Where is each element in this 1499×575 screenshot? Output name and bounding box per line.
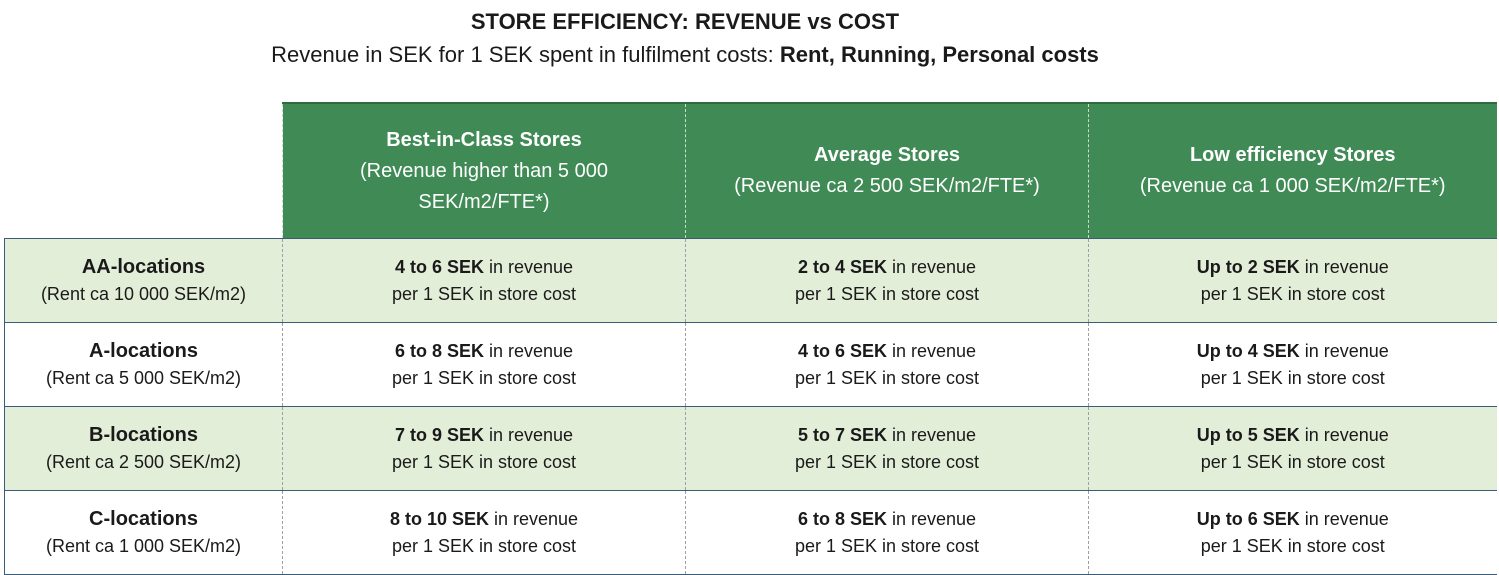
table-cell: 8 to 10 SEK in revenue per 1 SEK in store…	[282, 490, 686, 575]
subtitle-prefix: Revenue in SEK for 1 SEK spent in fulfil…	[271, 42, 780, 67]
column-header-name: Best-in-Class Stores	[386, 128, 582, 151]
table-cell: 7 to 9 SEK in revenue per 1 SEK in store …	[282, 406, 686, 491]
cell-line2: per 1 SEK in store cost	[1200, 535, 1385, 556]
cell-suffix: in revenue	[886, 508, 977, 529]
cell-suffix: in revenue	[1299, 424, 1389, 445]
corner-cell	[4, 103, 283, 239]
subtitle-bold: Rent, Running, Personal costs	[779, 42, 1099, 67]
header-row: Best-in-Class Stores (Revenue higher tha…	[4, 102, 1497, 239]
cell-value: 8 to 10 SEK	[389, 508, 489, 529]
row-header: A-locations (Rent ca 5 000 SEK/m2)	[4, 322, 283, 407]
table-cell: 2 to 4 SEK in revenue per 1 SEK in store …	[685, 238, 1089, 323]
row-header: B-locations (Rent ca 2 500 SEK/m2)	[4, 406, 283, 491]
cell-line2: per 1 SEK in store cost	[794, 535, 980, 556]
table-cell: 6 to 8 SEK in revenue per 1 SEK in store …	[685, 490, 1089, 575]
column-header-desc: (Revenue ca 2 500 SEK/m2/FTE*)	[734, 175, 1040, 197]
cell-line2: per 1 SEK in store cost	[794, 283, 980, 304]
row-header-desc: (Rent ca 10 000 SEK/m2)	[40, 284, 247, 304]
row-header: C-locations (Rent ca 1 000 SEK/m2)	[4, 490, 283, 575]
cell-suffix: in revenue	[1299, 340, 1389, 361]
cell-line2: per 1 SEK in store cost	[391, 535, 577, 556]
table-cell: Up to 5 SEK in revenue per 1 SEK in store…	[1088, 406, 1497, 491]
row-header-name: AA-locations	[81, 256, 206, 278]
table-cell: 4 to 6 SEK in revenue per 1 SEK in store …	[282, 238, 686, 323]
table-cell: 4 to 6 SEK in revenue per 1 SEK in store …	[685, 322, 1089, 407]
cell-value: Up to 2 SEK	[1196, 256, 1300, 277]
table-cell: 6 to 8 SEK in revenue per 1 SEK in store …	[282, 322, 686, 407]
cell-value: 2 to 4 SEK	[797, 256, 887, 277]
column-header-name: Average Stores	[814, 144, 960, 166]
cell-line2: per 1 SEK in store cost	[794, 451, 980, 472]
cell-suffix: in revenue	[886, 424, 977, 445]
table-cell: Up to 6 SEK in revenue per 1 SEK in store…	[1088, 490, 1497, 575]
cell-line2: per 1 SEK in store cost	[391, 451, 577, 472]
cell-suffix: in revenue	[488, 508, 579, 529]
table-cell: 5 to 7 SEK in revenue per 1 SEK in store …	[685, 406, 1089, 491]
cell-line2: per 1 SEK in store cost	[1200, 283, 1385, 304]
cell-value: Up to 5 SEK	[1196, 424, 1300, 445]
page-subtitle: Revenue in SEK for 1 SEK spent in fulfil…	[0, 38, 1370, 72]
cell-suffix: in revenue	[1299, 508, 1389, 529]
title-block: STORE EFFICIENCY: REVENUE vs COST Revenu…	[0, 6, 1370, 72]
row-header-desc: (Rent ca 1 000 SEK/m2)	[45, 536, 242, 556]
table-row-a-locations: A-locations (Rent ca 5 000 SEK/m2) 6 to …	[4, 322, 1497, 407]
cell-value: Up to 4 SEK	[1196, 340, 1300, 361]
efficiency-table: Best-in-Class Stores (Revenue higher tha…	[4, 102, 1497, 575]
table-cell: Up to 2 SEK in revenue per 1 SEK in store…	[1088, 238, 1497, 323]
cell-suffix: in revenue	[483, 340, 574, 361]
cell-suffix: in revenue	[886, 256, 977, 277]
table-row-b-locations: B-locations (Rent ca 2 500 SEK/m2) 7 to …	[4, 406, 1497, 491]
cell-line2: per 1 SEK in store cost	[1200, 367, 1385, 388]
row-header-desc: (Rent ca 2 500 SEK/m2)	[45, 452, 242, 472]
table-cell: Up to 4 SEK in revenue per 1 SEK in store…	[1088, 322, 1497, 407]
cell-value: 7 to 9 SEK	[394, 424, 484, 445]
cell-line2: per 1 SEK in store cost	[391, 283, 577, 304]
cell-value: Up to 6 SEK	[1196, 508, 1300, 529]
column-header-average: Average Stores (Revenue ca 2 500 SEK/m2/…	[685, 102, 1089, 239]
page-title: STORE EFFICIENCY: REVENUE vs COST	[470, 9, 900, 34]
cell-value: 5 to 7 SEK	[797, 424, 887, 445]
cell-value: 4 to 6 SEK	[797, 340, 887, 361]
row-header-name: A-locations	[89, 340, 198, 362]
row-header-name: B-locations	[89, 424, 198, 446]
cell-line2: per 1 SEK in store cost	[794, 367, 980, 388]
cell-value: 6 to 8 SEK	[797, 508, 887, 529]
cell-value: 4 to 6 SEK	[394, 256, 484, 277]
cell-suffix: in revenue	[1299, 256, 1389, 277]
column-header-low-efficiency: Low efficiency Stores (Revenue ca 1 000 …	[1088, 102, 1497, 239]
row-header: AA-locations (Rent ca 10 000 SEK/m2)	[4, 238, 283, 323]
column-header-best-in-class: Best-in-Class Stores (Revenue higher tha…	[282, 102, 686, 239]
column-header-desc: (Revenue ca 1 000 SEK/m2/FTE*)	[1139, 175, 1446, 197]
column-header-name: Low efficiency Stores	[1189, 144, 1396, 166]
column-header-desc: (Revenue higher than 5 000 SEK/m2/FTE*)	[360, 159, 608, 213]
row-header-desc: (Rent ca 5 000 SEK/m2)	[45, 368, 242, 388]
table-row-aa-locations: AA-locations (Rent ca 10 000 SEK/m2) 4 t…	[4, 238, 1497, 323]
row-header-name: C-locations	[89, 508, 198, 530]
cell-suffix: in revenue	[483, 424, 574, 445]
cell-suffix: in revenue	[483, 256, 574, 277]
cell-line2: per 1 SEK in store cost	[1200, 451, 1385, 472]
table-row-c-locations: C-locations (Rent ca 1 000 SEK/m2) 8 to …	[4, 490, 1497, 575]
cell-line2: per 1 SEK in store cost	[391, 367, 577, 388]
cell-value: 6 to 8 SEK	[394, 340, 484, 361]
cell-suffix: in revenue	[886, 340, 977, 361]
